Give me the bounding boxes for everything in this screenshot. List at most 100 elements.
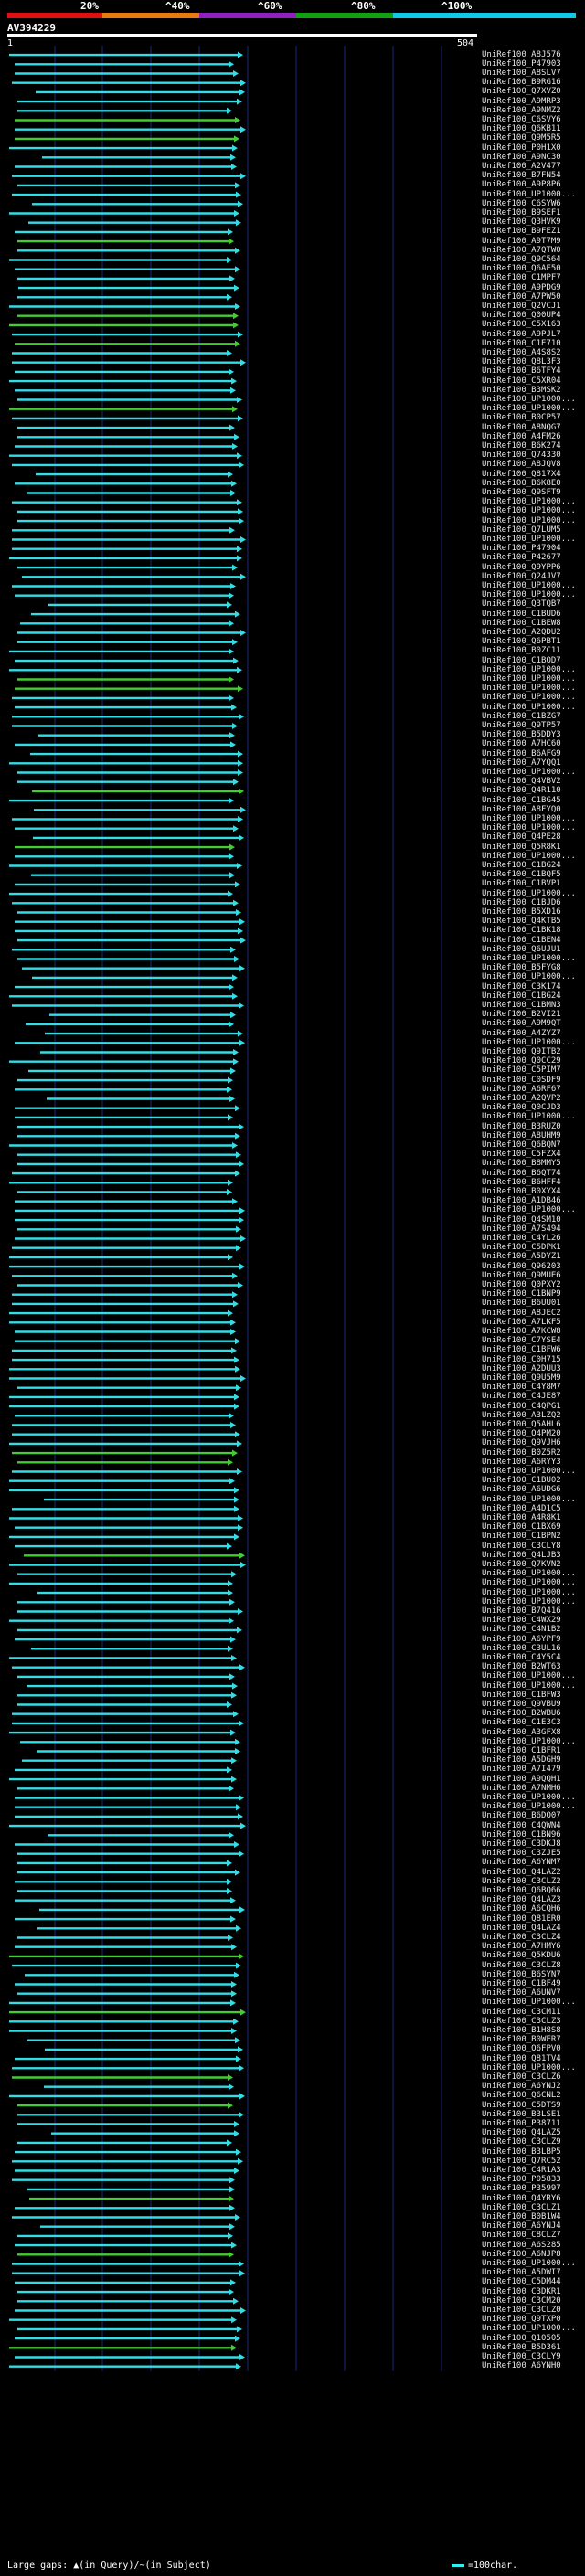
hit-label[interactable]: UniRef100_Q7RC52 [482,2156,561,2166]
hit-label[interactable]: UniRef100_B2VI21 [482,1010,561,1020]
hit-label[interactable]: UniRef100_C0H715 [482,1354,561,1364]
hit-label[interactable]: UniRef100_UP1000... [482,953,576,963]
hit-label[interactable]: UniRef100_C7YSE4 [482,1336,561,1346]
hit-label[interactable]: UniRef100_B3LBP5 [482,2147,561,2157]
hit-label[interactable]: UniRef100_Q0PXY2 [482,1279,561,1289]
hit-label[interactable]: UniRef100_Q4YRY6 [482,2193,561,2203]
hit-label[interactable]: UniRef100_UP1000... [482,534,576,544]
hit-label[interactable]: UniRef100_Q9U5M9 [482,1373,561,1383]
hit-label[interactable]: UniRef100_C3CM20 [482,2295,561,2306]
hit-label[interactable]: UniRef100_C3CLZ0 [482,2305,561,2315]
hit-label[interactable]: UniRef100_UP1000... [482,1802,576,1812]
hit-label[interactable]: UniRef100_Q9TXP0 [482,2315,561,2325]
hit-label[interactable]: UniRef100_A6RF67 [482,1084,561,1094]
hit-label[interactable]: UniRef100_Q9TP57 [482,720,561,730]
hit-label[interactable]: UniRef100_A2QDU2 [482,627,561,637]
hit-label[interactable]: UniRef100_Q96203 [482,1261,561,1271]
hit-label[interactable]: UniRef100_C1BEW8 [482,618,561,628]
hit-label[interactable]: UniRef100_C1BK18 [482,926,561,936]
hit-label[interactable]: UniRef100_UP1000... [482,580,576,590]
hit-label[interactable]: UniRef100_A7QTW0 [482,245,561,255]
hit-label[interactable]: UniRef100_Q4LAZ4 [482,1923,561,1933]
hit-label[interactable]: UniRef100_B7Q416 [482,1606,561,1616]
hit-label[interactable]: UniRef100_Q9ITB2 [482,1046,561,1056]
hit-label[interactable]: UniRef100_UP1000... [482,2062,576,2072]
hit-label[interactable]: UniRef100_Q9VJH6 [482,1438,561,1448]
hit-label[interactable]: UniRef100_B5D361 [482,2342,561,2352]
hit-label[interactable]: UniRef100_C3CM11 [482,2007,561,2017]
hit-label[interactable]: UniRef100_B2WT63 [482,1662,561,1672]
hit-label[interactable]: UniRef100_C3CLZ3 [482,2016,561,2026]
hit-label[interactable]: UniRef100_C1BJD6 [482,897,561,907]
hit-label[interactable]: UniRef100_C8CLZ7 [482,2231,561,2241]
hit-label[interactable]: UniRef100_UP1000... [482,1112,576,1122]
hit-label[interactable]: UniRef100_C1BG45 [482,795,561,805]
hit-label[interactable]: UniRef100_C1BF49 [482,1978,561,1988]
hit-label[interactable]: UniRef100_B0CP57 [482,413,561,423]
hit-label[interactable]: UniRef100_A9T7M9 [482,236,561,246]
hit-label[interactable]: UniRef100_C6SYW6 [482,198,561,208]
hit-label[interactable]: UniRef100_C1BFR1 [482,1745,561,1755]
hit-label[interactable]: UniRef100_A7LKF5 [482,1317,561,1327]
hit-label[interactable]: UniRef100_C5DPK1 [482,1243,561,1253]
hit-label[interactable]: UniRef100_A6NJP8 [482,2249,561,2259]
hit-label[interactable]: UniRef100_Q9VBU9 [482,1699,561,1709]
hit-label[interactable]: UniRef100_Q6PBT1 [482,637,561,647]
hit-label[interactable]: UniRef100_A6CQH6 [482,1904,561,1914]
hit-label[interactable]: UniRef100_B2WBU6 [482,1709,561,1719]
hit-label[interactable]: UniRef100_A6RYY3 [482,1457,561,1467]
hit-label[interactable]: UniRef100_B5FYG8 [482,963,561,973]
hit-label[interactable]: UniRef100_A5DYZ1 [482,1252,561,1262]
hit-label[interactable]: UniRef100_A6YNM7 [482,1858,561,1868]
hit-label[interactable]: UniRef100_UP1000... [482,2258,576,2268]
hit-label[interactable]: UniRef100_A9MRP3 [482,96,561,106]
hit-label[interactable]: UniRef100_B9SEF1 [482,207,561,217]
hit-label[interactable]: UniRef100_A9PDG9 [482,282,561,292]
hit-label[interactable]: UniRef100_C4N1B2 [482,1625,561,1635]
hit-label[interactable]: UniRef100_Q9C564 [482,254,561,264]
hit-label[interactable]: UniRef100_A4D1C5 [482,1503,561,1513]
hit-label[interactable]: UniRef100_Q10505 [482,2333,561,2343]
hit-label[interactable]: UniRef100_B6K8E0 [482,478,561,488]
hit-label[interactable]: UniRef100_C1BU02 [482,1476,561,1486]
hit-label[interactable]: UniRef100_B6AFG9 [482,748,561,758]
hit-label[interactable]: UniRef100_UP1000... [482,767,576,777]
hit-label[interactable]: UniRef100_A8JQV8 [482,460,561,470]
hit-label[interactable]: UniRef100_C4Y8M7 [482,1383,561,1393]
hit-label[interactable]: UniRef100_C4JE87 [482,1392,561,1402]
hit-label[interactable]: UniRef100_Q81TV4 [482,2053,561,2063]
hit-label[interactable]: UniRef100_Q6BQ66 [482,1885,561,1895]
hit-label[interactable]: UniRef100_B6K274 [482,440,561,451]
hit-label[interactable]: UniRef100_C3DKR1 [482,2286,561,2296]
hit-label[interactable]: UniRef100_A9M9QT [482,1019,561,1029]
hit-label[interactable]: UniRef100_Q6CNL2 [482,2091,561,2101]
hit-label[interactable]: UniRef100_B3LSE1 [482,2109,561,2119]
hit-label[interactable]: UniRef100_UP1000... [482,515,576,525]
hit-label[interactable]: UniRef100_A7PW50 [482,292,561,302]
hit-label[interactable]: UniRef100_C5DTS9 [482,2100,561,2110]
hit-label[interactable]: UniRef100_Q9SFT9 [482,487,561,497]
hit-label[interactable]: UniRef100_UP1000... [482,1736,576,1746]
hit-label[interactable]: UniRef100_C1BQF5 [482,870,561,880]
hit-label[interactable]: UniRef100_A8JEC2 [482,1308,561,1318]
hit-label[interactable]: UniRef100_UP1000... [482,1037,576,1047]
hit-label[interactable]: UniRef100_Q4PE28 [482,832,561,843]
hit-label[interactable]: UniRef100_UP1000... [482,673,576,684]
hit-label[interactable]: UniRef100_A6YNJ4 [482,2221,561,2231]
hit-label[interactable]: UniRef100_UP1000... [482,1680,576,1691]
hit-label[interactable]: UniRef100_UP1000... [482,1578,576,1588]
hit-label[interactable]: UniRef100_Q7XVZ0 [482,87,561,97]
hit-label[interactable]: UniRef100_C4WX29 [482,1616,561,1626]
hit-label[interactable]: UniRef100_P47903 [482,58,561,69]
hit-label[interactable]: UniRef100_A5DGH9 [482,1755,561,1765]
hit-label[interactable]: UniRef100_A3GFX8 [482,1727,561,1737]
hit-label[interactable]: UniRef100_P35997 [482,2184,561,2194]
hit-label[interactable]: UniRef100_C5PIM7 [482,1065,561,1076]
hit-label[interactable]: UniRef100_B0B1W4 [482,2211,561,2221]
hit-label[interactable]: UniRef100_C1BVP1 [482,879,561,889]
hit-label[interactable]: UniRef100_UP1000... [482,851,576,861]
hit-label[interactable]: UniRef100_C5X163 [482,320,561,330]
hit-label[interactable]: UniRef100_C1BPN2 [482,1532,561,1542]
hit-label[interactable]: UniRef100_P42677 [482,553,561,563]
hit-label[interactable]: UniRef100_Q74330 [482,451,561,461]
